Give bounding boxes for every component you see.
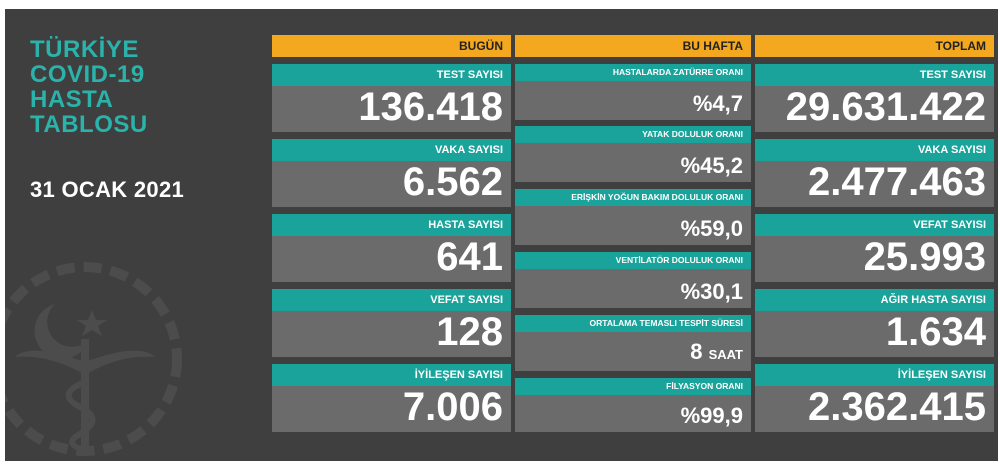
card-hafta-yogun-bakim: ERİŞKİN YOĞUN BAKIM DOLULUK ORANI %59,0 xyxy=(515,189,751,245)
covid-table-board: TÜRKİYE COVID-19 HASTA TABLOSU 31 OCAK 2… xyxy=(5,9,998,461)
card-value: %99,9 xyxy=(680,403,743,428)
ministry-of-health-emblem-icon xyxy=(5,262,182,456)
card-label: İYİLEŞEN SAYISI xyxy=(272,364,511,386)
card-value: 25.993 xyxy=(863,235,986,279)
card-label: VEFAT SAYISI xyxy=(755,214,994,236)
card-value: 641 xyxy=(436,235,503,279)
card-hafta-yatak: YATAK DOLULUK ORANI %45,2 xyxy=(515,126,751,182)
card-value: 2.477.463 xyxy=(808,160,986,204)
card-label: VENTİLATÖR DOLULUK ORANI xyxy=(515,252,751,269)
page-title: TÜRKİYE COVID-19 HASTA TABLOSU xyxy=(30,37,148,137)
card-label: YATAK DOLULUK ORANI xyxy=(515,126,751,143)
card-label: HASTALARDA ZATÜRRE ORANI xyxy=(515,64,751,81)
header-bugun: BUGÜN xyxy=(272,35,511,57)
card-label: VAKA SAYISI xyxy=(272,139,511,161)
card-hafta-ventilator: VENTİLATÖR DOLULUK ORANI %30,1 xyxy=(515,252,751,308)
card-value: 29.631.422 xyxy=(785,85,986,129)
card-value: 128 xyxy=(436,310,503,354)
card-value: 8 SAAT xyxy=(690,340,743,367)
card-value-unit: SAAT xyxy=(708,347,743,362)
card-toplam-vefat: VEFAT SAYISI 25.993 xyxy=(755,214,994,282)
card-bugun-vefat: VEFAT SAYISI 128 xyxy=(272,289,511,357)
card-bugun-test: TEST SAYISI 136.418 xyxy=(272,64,511,132)
card-value: 136.418 xyxy=(358,85,503,129)
title-line: COVID-19 xyxy=(30,61,145,88)
card-value: %59,0 xyxy=(680,216,743,241)
card-toplam-agir-hasta: AĞIR HASTA SAYISI 1.634 xyxy=(755,289,994,357)
card-value: %30,1 xyxy=(680,279,743,304)
card-value: 1.634 xyxy=(885,310,986,354)
header-bu-hafta: BU HAFTA xyxy=(515,35,751,57)
card-value: 6.562 xyxy=(402,160,503,204)
card-label: ERİŞKİN YOĞUN BAKIM DOLULUK ORANI xyxy=(515,189,751,206)
header-toplam: TOPLAM xyxy=(755,35,994,57)
card-label: TEST SAYISI xyxy=(272,64,511,86)
card-bugun-hasta: HASTA SAYISI 641 xyxy=(272,214,511,282)
card-label: AĞIR HASTA SAYISI xyxy=(755,289,994,311)
report-date: 31 OCAK 2021 xyxy=(30,177,185,202)
card-toplam-iyilesen: İYİLEŞEN SAYISI 2.362.415 xyxy=(755,364,994,432)
card-label: HASTA SAYISI xyxy=(272,214,511,236)
card-toplam-test: TEST SAYISI 29.631.422 xyxy=(755,64,994,132)
title-line: TABLOSU xyxy=(30,111,148,138)
card-bugun-vaka: VAKA SAYISI 6.562 xyxy=(272,139,511,207)
card-label: ORTALAMA TEMASLI TESPİT SÜRESİ xyxy=(515,315,751,332)
title-line: TÜRKİYE xyxy=(30,36,139,63)
card-label: İYİLEŞEN SAYISI xyxy=(755,364,994,386)
card-toplam-vaka: VAKA SAYISI 2.477.463 xyxy=(755,139,994,207)
card-value: %4,7 xyxy=(692,91,743,116)
card-label: VAKA SAYISI xyxy=(755,139,994,161)
card-value: 7.006 xyxy=(402,385,503,429)
card-value: %45,2 xyxy=(680,153,743,178)
card-label: VEFAT SAYISI xyxy=(272,289,511,311)
title-line: HASTA xyxy=(30,86,114,113)
card-hafta-zaturre: HASTALARDA ZATÜRRE ORANI %4,7 xyxy=(515,64,751,120)
card-hafta-temasli: ORTALAMA TEMASLI TESPİT SÜRESİ 8 SAAT xyxy=(515,315,751,371)
card-label: FİLYASYON ORANI xyxy=(515,378,751,395)
card-label: TEST SAYISI xyxy=(755,64,994,86)
card-value: 2.362.415 xyxy=(808,385,986,429)
card-value-number: 8 xyxy=(690,339,703,364)
card-bugun-iyilesen: İYİLEŞEN SAYISI 7.006 xyxy=(272,364,511,432)
card-hafta-filyasyon: FİLYASYON ORANI %99,9 xyxy=(515,378,751,432)
